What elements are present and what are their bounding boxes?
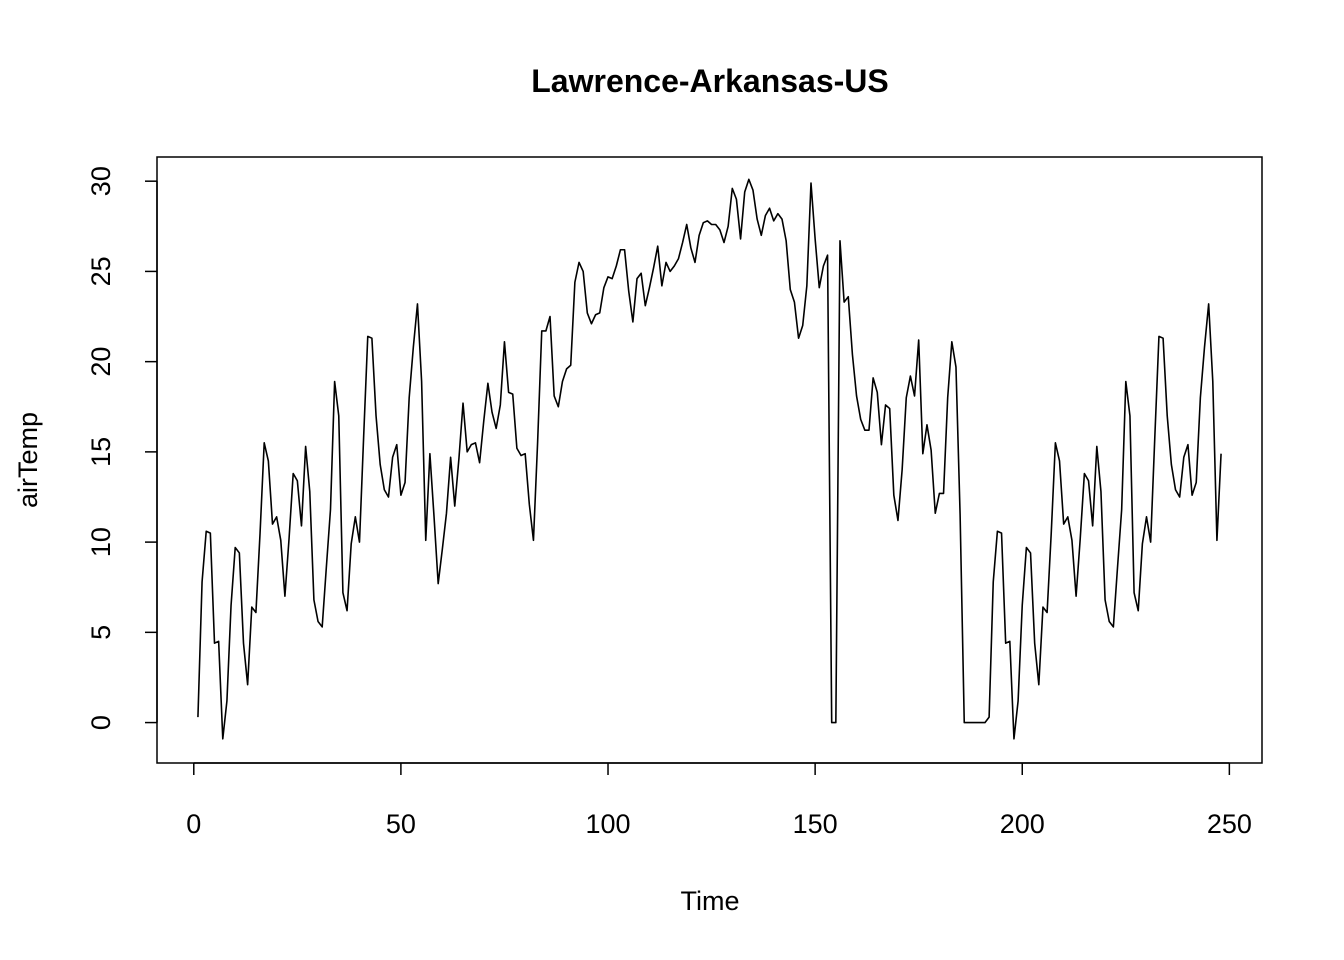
y-axis-title: airTemp bbox=[13, 412, 43, 508]
chart-title: Lawrence-Arkansas-US bbox=[531, 63, 888, 99]
y-tick-label: 30 bbox=[86, 166, 116, 196]
y-tick-label: 20 bbox=[86, 347, 116, 377]
x-tick-label: 150 bbox=[793, 809, 838, 839]
x-tick-label: 250 bbox=[1207, 809, 1252, 839]
y-tick-label: 0 bbox=[86, 715, 116, 730]
series-line bbox=[197, 178, 1222, 740]
x-tick-label: 100 bbox=[585, 809, 630, 839]
y-tick-label: 25 bbox=[86, 256, 116, 286]
y-tick-label: 15 bbox=[86, 437, 116, 467]
x-tick-label: 0 bbox=[186, 809, 201, 839]
y-tick-label: 10 bbox=[86, 527, 116, 557]
x-tick-label: 200 bbox=[1000, 809, 1045, 839]
x-tick-label: 50 bbox=[386, 809, 416, 839]
x-axis-title: Time bbox=[681, 886, 740, 916]
y-tick-label: 5 bbox=[86, 625, 116, 640]
